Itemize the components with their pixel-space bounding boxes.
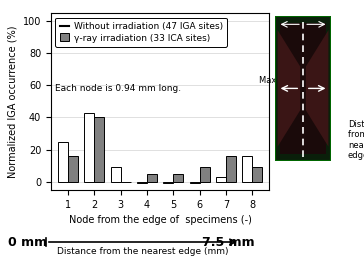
Text: 7.5 mm: 7.5 mm <box>202 236 255 249</box>
Bar <box>199 167 210 182</box>
Text: Distance
from the
nearest
edge: Distance from the nearest edge <box>348 120 364 160</box>
Bar <box>281 23 326 154</box>
Bar <box>68 156 78 182</box>
Text: Max 7.5mm: Max 7.5mm <box>259 76 309 85</box>
Text: Distance from the nearest edge (mm): Distance from the nearest edge (mm) <box>57 248 229 257</box>
Bar <box>147 174 157 182</box>
Polygon shape <box>306 30 328 147</box>
Bar <box>137 182 147 183</box>
Bar <box>252 167 262 182</box>
Text: 0 mm: 0 mm <box>8 236 47 249</box>
Bar <box>58 142 68 182</box>
Bar <box>216 177 226 182</box>
Bar <box>190 182 199 183</box>
Legend: Without irradiation (47 IGA sites), γ-ray irradiation (33 ICA sites): Without irradiation (47 IGA sites), γ-ra… <box>55 17 227 47</box>
X-axis label: Node from the edge of  specimens (-): Node from the edge of specimens (-) <box>69 215 252 225</box>
Y-axis label: Normalized IGA occurrence (%): Normalized IGA occurrence (%) <box>7 25 17 178</box>
Bar <box>226 156 236 182</box>
Bar <box>111 167 121 182</box>
Polygon shape <box>278 30 300 147</box>
Bar <box>84 113 94 182</box>
Bar <box>173 174 183 182</box>
Bar <box>242 156 252 182</box>
Bar <box>94 118 104 182</box>
Bar <box>163 182 173 183</box>
Text: Each node is 0.94 mm long.: Each node is 0.94 mm long. <box>55 84 181 93</box>
